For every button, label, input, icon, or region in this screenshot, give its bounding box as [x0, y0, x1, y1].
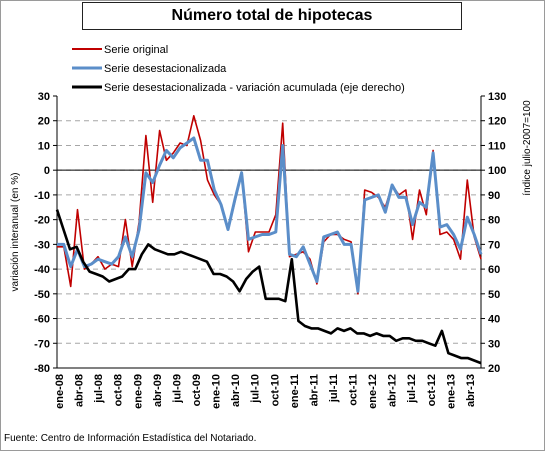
y-left-tick-label: 10	[38, 140, 50, 152]
y-right-tick-label: 120	[488, 116, 506, 128]
y-left-tick-label: -80	[34, 363, 50, 375]
tick-labels: 3020100-10-20-30-40-50-60-70-80130120110…	[34, 91, 506, 409]
y-right-tick-label: 130	[488, 91, 506, 103]
series-line-original	[57, 115, 482, 295]
source-note: Fuente: Centro de Información Estadístic…	[4, 433, 257, 444]
y-right-tick-label: 100	[488, 165, 506, 177]
y-left-tick-label: -30	[34, 239, 50, 251]
legend-label-original: Serie original	[104, 44, 168, 56]
y-right-tick-label: 50	[488, 289, 500, 301]
y-right-tick-label: 30	[488, 338, 500, 350]
gridlines	[57, 120, 481, 344]
y-left-tick-label: -40	[34, 264, 50, 276]
x-tick-label: jul-12	[406, 374, 418, 404]
y-left-tick-label: 20	[38, 116, 50, 128]
x-tick-label: jul-09	[171, 374, 183, 404]
x-tick-label: ene-13	[445, 374, 457, 409]
x-tick-label: ene-10	[211, 374, 223, 409]
x-tick-label: abr-11	[308, 374, 320, 406]
y-left-tick-label: -20	[34, 215, 50, 227]
chart-title: Número total de hipotecas	[82, 2, 462, 30]
y-left-tick-label: 30	[38, 91, 50, 103]
legend-label-sa: Serie desestacionalizada	[104, 63, 227, 75]
y-right-tick-label: 70	[488, 239, 500, 251]
legend-label-cumulative: Serie desestacionalizada - variación acu…	[104, 82, 405, 94]
y-left-tick-label: -50	[34, 289, 50, 301]
x-tick-label: abr-08	[74, 374, 86, 407]
series-line-cumulative	[55, 209, 482, 365]
y-axis-left-label: variación interanual (en %)	[10, 173, 21, 292]
x-tick-label: ene-08	[54, 374, 66, 409]
y-left-tick-label: -10	[34, 190, 50, 202]
x-tick-label: oct-11	[348, 374, 360, 406]
x-tick-label: abr-10	[230, 374, 242, 407]
x-tick-label: oct-09	[191, 374, 203, 406]
y-left-tick-label: 0	[44, 165, 50, 177]
y-left-tick-label: -70	[34, 338, 50, 350]
y-right-tick-label: 80	[488, 215, 500, 227]
x-tick-label: jul-08	[93, 374, 105, 404]
y-right-tick-label: 60	[488, 264, 500, 276]
axes	[53, 95, 485, 369]
y-right-tick-label: 20	[488, 363, 500, 375]
x-tick-label: ene-09	[132, 374, 144, 409]
x-tick-label: ene-12	[367, 374, 379, 409]
x-tick-label: oct-08	[113, 374, 125, 406]
x-tick-label: abr-12	[387, 374, 399, 407]
series-line-sa	[57, 136, 483, 293]
x-tick-label: jul-11	[328, 374, 340, 403]
x-tick-label: abr-09	[152, 374, 164, 407]
x-tick-label: jul-10	[250, 374, 262, 404]
y-right-tick-label: 40	[488, 314, 500, 326]
x-tick-label: oct-12	[426, 374, 438, 406]
y-right-tick-label: 90	[488, 190, 500, 202]
x-tick-label: ene-11	[289, 374, 301, 408]
y-left-tick-label: -60	[34, 314, 50, 326]
series-lines	[55, 115, 483, 365]
y-right-tick-label: 110	[488, 140, 506, 152]
y-axis-right-label: índice julio-2007=100	[522, 100, 533, 196]
x-tick-label: abr-13	[465, 374, 477, 407]
legend: Serie original Serie desestacionalizada …	[72, 44, 405, 94]
x-tick-label: oct-10	[269, 374, 281, 406]
